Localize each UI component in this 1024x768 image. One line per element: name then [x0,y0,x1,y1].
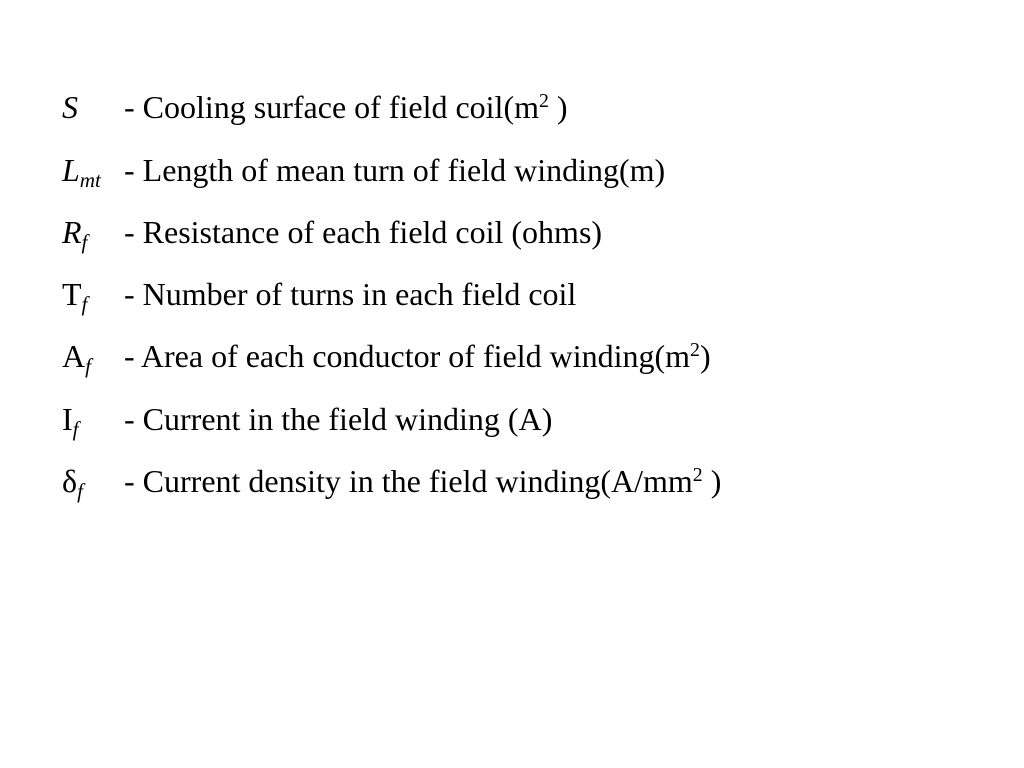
definition-superscript: 2 [693,464,703,486]
definition-suffix: ) [703,463,722,499]
definition-prefix: - Current density in the field winding(A… [124,463,693,499]
definition-text: - Length of mean turn of field winding(m… [124,141,665,199]
definition-text: - Resistance of each field coil (ohms) [124,203,602,261]
definition-superscript: 2 [539,90,549,112]
symbol-subscript: f [82,230,88,254]
symbol-main: I [62,401,73,437]
symbol: S [62,78,124,136]
symbol-subscript: mt [80,168,101,192]
symbol-main: R [62,214,82,250]
definition-text: - Cooling surface of field coil(m2 ) [124,78,568,141]
definition-prefix: - Current in the field winding (A) [124,401,552,437]
definition-prefix: - Resistance of each field coil (ohms) [124,214,602,250]
symbol-subscript: f [73,417,79,441]
definition-prefix: - Length of mean turn of field winding(m… [124,152,665,188]
definition-row: Rf- Resistance of each field coil (ohms) [62,203,964,265]
definition-row: S - Cooling surface of field coil(m2 ) [62,78,964,141]
symbol-main: S [62,89,78,125]
definitions-page: S- Cooling surface of field coil(m2 )Lmt… [0,0,1024,515]
definition-row: δf- Current density in the field winding… [62,452,964,515]
symbol: δf [62,452,124,514]
definition-row: Lmt- Length of mean turn of field windin… [62,141,964,203]
symbol-main: L [62,152,80,188]
definition-superscript: 2 [690,339,700,361]
definition-prefix: - Area of each conductor of field windin… [124,338,690,374]
definition-row: If- Current in the field winding (A) [62,390,964,452]
definition-text: - Number of turns in each field coil [124,265,576,323]
definition-prefix: - Cooling surface of field coil(m [124,89,539,125]
symbol-subscript: f [77,479,83,503]
symbol-subscript: f [82,292,88,316]
definition-prefix: - Number of turns in each field coil [124,276,576,312]
symbol-main: T [62,276,82,312]
definitions-list: S- Cooling surface of field coil(m2 )Lmt… [62,78,964,515]
symbol: If [62,390,124,452]
symbol-main: A [62,338,85,374]
symbol: Tf [62,265,124,327]
symbol-subscript: f [85,354,91,378]
symbol-main: δ [62,463,77,499]
definition-row: Tf- Number of turns in each field coil [62,265,964,327]
definition-text: - Current density in the field winding(A… [124,452,721,515]
symbol: Rf [62,203,124,265]
definition-suffix: ) [549,89,568,125]
definition-text: - Current in the field winding (A) [124,390,552,448]
definition-suffix: ) [700,338,711,374]
definition-row: Af- Area of each conductor of field wind… [62,327,964,390]
symbol: Af [62,327,124,389]
symbol: Lmt [62,141,124,203]
definition-text: - Area of each conductor of field windin… [124,327,711,390]
